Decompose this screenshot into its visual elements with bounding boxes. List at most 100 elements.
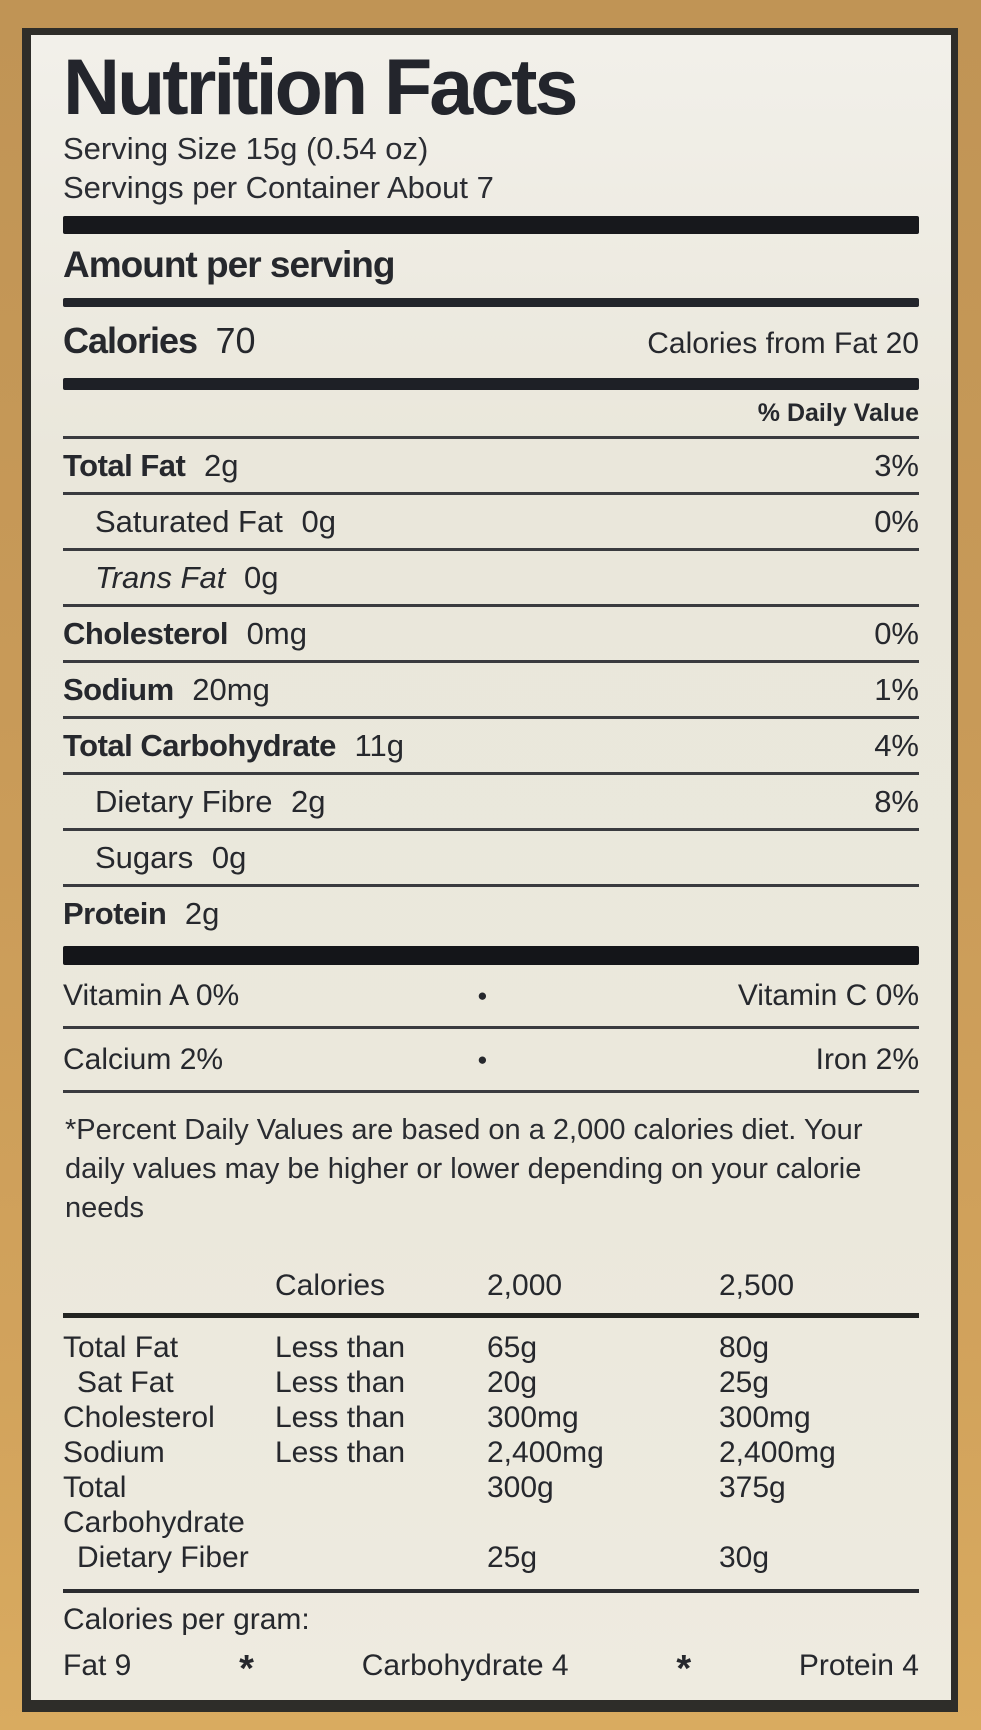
- nutrient-dv: 8%: [874, 783, 919, 819]
- serving-size: Serving Size 15g (0.54 oz): [63, 130, 429, 166]
- divider: [63, 435, 919, 439]
- table-cell: Less than: [275, 1365, 406, 1399]
- divider: [63, 771, 919, 775]
- table-row-sat-fat: Sat Fat Less than 20g 25g: [63, 1365, 919, 1400]
- dv-reference-table: Calories 2,000 2,500 Total Fat Less than…: [63, 1268, 919, 1589]
- table-cell: 2,400mg: [487, 1435, 604, 1469]
- calories-left: Calories 70: [63, 320, 256, 362]
- table-row-total-carbohydrate: Total Carbohydrate 300g 375g: [63, 1470, 919, 1540]
- daily-value-header: % Daily Value: [757, 398, 919, 427]
- nutrient-name-amount: Protein 2g: [63, 895, 220, 931]
- nutrient-name-amount: Total Fat 2g: [63, 447, 239, 483]
- divider: [63, 1025, 919, 1029]
- table-cell: Sat Fat: [77, 1365, 174, 1399]
- nutrient-row-saturated-fat: Saturated Fat 0g 0%: [63, 495, 919, 548]
- table-cell: Cholesterol: [63, 1400, 215, 1434]
- cpg-fat: Fat 9: [63, 1648, 132, 1682]
- separator-bar-medium: [63, 297, 919, 307]
- calories-value: 70: [215, 319, 256, 361]
- calories-per-gram-label: Calories per gram:: [63, 1602, 310, 1636]
- nutrient-dv: 0%: [874, 615, 919, 651]
- divider: [63, 659, 919, 663]
- asterisk-separator-icon: *: [676, 1647, 692, 1690]
- table-cell: 300mg: [719, 1400, 811, 1434]
- table-cell: 375g: [719, 1470, 786, 1504]
- table-cell: Total Fat: [63, 1330, 179, 1364]
- vitamin-a-value: Vitamin A 0%: [63, 978, 240, 1012]
- bullet-separator-icon: ●: [477, 1049, 488, 1069]
- table-cell: Less than: [275, 1330, 406, 1364]
- iron-value: Iron 2%: [815, 1042, 919, 1076]
- divider: [63, 1089, 919, 1093]
- table-cell: 300g: [487, 1470, 554, 1504]
- table-body: Total Fat Less than 65g 80g Sat Fat Less…: [63, 1318, 919, 1589]
- table-row-sodium: Sodium Less than 2,400mg 2,400mg: [63, 1435, 919, 1470]
- nutrient-dv: 3%: [874, 447, 919, 483]
- table-row-cholesterol: Cholesterol Less than 300mg 300mg: [63, 1400, 919, 1435]
- table-header-blank: [63, 1268, 275, 1303]
- nutrient-name-amount: Cholesterol 0mg: [63, 615, 307, 651]
- nutrient-name-amount: Trans Fat 0g: [95, 559, 279, 595]
- nutrient-name-amount: Dietary Fibre 2g: [95, 783, 326, 819]
- table-cell: 25g: [719, 1365, 770, 1399]
- table-cell: [275, 1470, 487, 1540]
- asterisk-separator-icon: *: [239, 1647, 254, 1690]
- divider: [63, 827, 919, 831]
- separator-bar-medium-2: [63, 377, 919, 390]
- nutrient-row-total-carbohydrate: Total Carbohydrate 11g 4%: [63, 719, 919, 772]
- nutrient-name-amount: Sodium 20mg: [63, 671, 270, 707]
- nutrient-row-protein: Protein 2g: [63, 887, 919, 940]
- nutrient-row-dietary-fibre: Dietary Fibre 2g 8%: [63, 775, 919, 828]
- nutrient-row-sodium: Sodium 20mg 1%: [63, 663, 919, 716]
- micronutrient-row-minerals: Calcium 2% ● Iron 2%: [63, 1029, 919, 1090]
- calories-row: Calories 70 Calories from Fat 20: [63, 307, 919, 378]
- table-cell: 30g: [719, 1540, 770, 1574]
- table-cell: Sodium: [63, 1435, 165, 1469]
- nutrient-dv: 4%: [874, 727, 919, 763]
- cpg-protein: Protein 4: [798, 1648, 919, 1682]
- table-row-total-fat: Total Fat Less than 65g 80g: [63, 1330, 919, 1365]
- nutrient-row-cholesterol: Cholesterol 0mg 0%: [63, 607, 919, 660]
- table-cell: 20g: [487, 1365, 538, 1399]
- nutrient-dv: 1%: [874, 671, 919, 707]
- table-cell: 25g: [487, 1540, 538, 1574]
- nutrient-dv: 0%: [874, 503, 919, 539]
- table-cell: Total Carbohydrate: [63, 1470, 245, 1539]
- table-cell: Less than: [275, 1400, 406, 1434]
- table-cell: Less than: [275, 1435, 406, 1469]
- separator-bar-thick: [63, 215, 919, 234]
- divider: [63, 715, 919, 719]
- table-cell: 2,400mg: [719, 1435, 836, 1469]
- table-cell: 300mg: [487, 1400, 579, 1434]
- separator-bar-thick-2: [63, 945, 919, 965]
- table-header-divider: [63, 1312, 919, 1318]
- nutrient-row-total-fat: Total Fat 2g 3%: [63, 439, 919, 492]
- table-header-row: Calories 2,000 2,500: [63, 1268, 919, 1313]
- table-cell: Dietary Fiber: [77, 1540, 249, 1574]
- table-header-calories: Calories: [275, 1268, 386, 1302]
- label-title: Nutrition Facts: [63, 42, 578, 131]
- vitamin-c-value: Vitamin C 0%: [737, 978, 919, 1012]
- calories-per-gram-row: Fat 9 * Carbohydrate 4 * Protein 4: [63, 1638, 919, 1695]
- amount-per-serving-header: Amount per serving: [63, 243, 396, 285]
- cpg-carbohydrate: Carbohydrate 4: [361, 1648, 569, 1682]
- table-cell: 65g: [487, 1330, 538, 1364]
- table-row-dietary-fiber: Dietary Fiber 25g 30g: [63, 1540, 919, 1575]
- divider: [63, 1588, 919, 1593]
- bullet-separator-icon: ●: [477, 985, 488, 1005]
- nutrient-name-amount: Total Carbohydrate 11g: [63, 727, 404, 763]
- divider: [63, 491, 919, 495]
- table-cell: [275, 1540, 487, 1575]
- table-cell: 80g: [719, 1330, 770, 1364]
- calcium-value: Calcium 2%: [63, 1042, 224, 1076]
- calories-label: Calories: [63, 319, 198, 361]
- nutrient-row-sugars: Sugars 0g: [63, 831, 919, 884]
- servings-per-container: Servings per Container About 7: [63, 169, 494, 205]
- divider: [63, 547, 919, 551]
- nutrition-facts-label: Nutrition Facts Serving Size 15g (0.54 o…: [22, 28, 958, 1712]
- table-header-2500: 2,500: [719, 1268, 795, 1302]
- table-header-2000: 2,000: [487, 1268, 563, 1302]
- daily-value-footnote: *Percent Daily Values are based on a 2,0…: [65, 1113, 863, 1224]
- nutrient-name-amount: Saturated Fat 0g: [95, 503, 336, 539]
